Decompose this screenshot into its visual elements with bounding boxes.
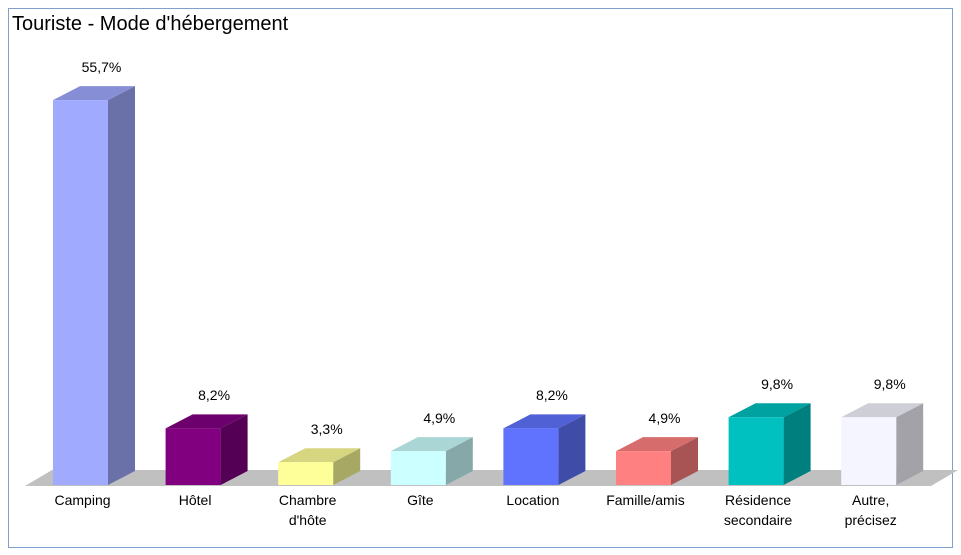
bar	[165, 428, 221, 485]
bar	[616, 451, 671, 485]
bar-top	[53, 86, 135, 101]
x-tick-label: Location	[506, 492, 560, 508]
value-label: 8,2%	[536, 387, 568, 403]
x-tick-label: Hôtel	[178, 492, 212, 508]
value-label: 3,3%	[311, 421, 343, 437]
bar-top	[841, 403, 924, 418]
bar	[841, 417, 897, 485]
chart-title: Touriste - Mode d'hébergement	[12, 13, 289, 35]
bar	[728, 417, 784, 485]
bar	[278, 462, 334, 485]
bar-top	[616, 437, 698, 452]
bar-side	[220, 414, 248, 485]
bar-side	[896, 403, 924, 485]
value-label: 4,9%	[649, 410, 681, 426]
x-tick-label: Autre, précisez	[844, 492, 897, 528]
bar	[53, 100, 108, 485]
x-tick-label: Camping	[54, 492, 111, 508]
value-label: 55,7%	[82, 59, 122, 75]
bar-side	[445, 437, 473, 485]
bar-top	[390, 437, 473, 452]
floor	[25, 470, 958, 486]
bar-top	[278, 448, 361, 463]
bar-side	[671, 437, 698, 485]
frame	[8, 8, 953, 548]
bar-side	[558, 414, 586, 485]
bar-top	[503, 414, 586, 429]
x-tick-label: Résidence secondaire	[723, 492, 793, 528]
bar	[503, 428, 559, 485]
value-label: 9,8%	[874, 376, 906, 392]
bar-side	[108, 86, 135, 485]
x-tick-label: Chambre d'hôte	[278, 492, 337, 528]
x-tick-label: Famille/amis	[606, 492, 685, 508]
bar-side	[333, 448, 361, 485]
value-label: 8,2%	[198, 387, 230, 403]
value-label: 9,8%	[761, 376, 793, 392]
bar-side	[783, 403, 811, 485]
bar-top	[728, 403, 811, 418]
value-label: 4,9%	[423, 410, 455, 426]
x-tick-label: Gîte	[407, 492, 434, 508]
bar	[390, 451, 446, 485]
bar-top	[165, 414, 248, 429]
